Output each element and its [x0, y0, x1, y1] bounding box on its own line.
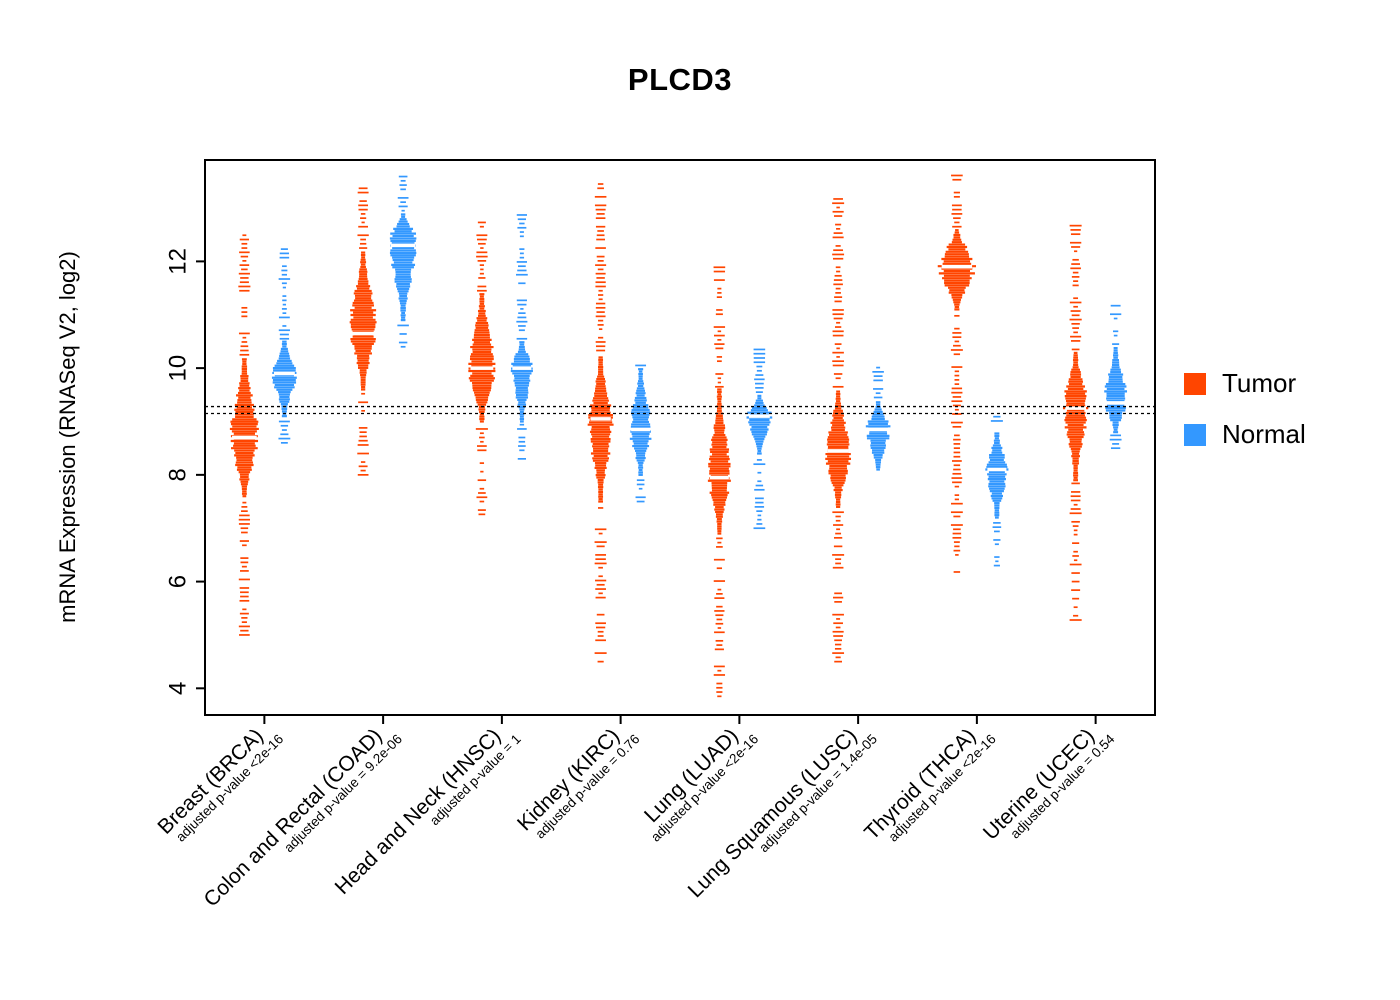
y-tick-label: 8: [164, 468, 191, 481]
violin-tumor-0: [229, 234, 259, 636]
violin-tumor-3: [587, 183, 614, 663]
violin-tumor-4: [707, 266, 731, 698]
violin-tumor-6: [937, 174, 977, 573]
violin-normal-5: [865, 366, 891, 471]
x-category-label-6: Thyroid (THCA)adjusted p-value <2e-16: [860, 724, 999, 844]
violin-normal-4: [746, 348, 773, 530]
category-name: Kidney (KIRC): [513, 724, 624, 835]
violin-tumor-7: [1062, 224, 1089, 621]
chart-title: PLCD3: [627, 62, 733, 97]
category-pvalue: adjusted p-value = 1.4e-05: [756, 731, 880, 855]
violin-tumor-1: [349, 187, 377, 476]
violin-tumor-2: [468, 221, 496, 516]
legend: Tumor Normal: [1184, 368, 1306, 450]
legend-item-normal: Normal: [1184, 419, 1306, 450]
x-category-label-7: Uterine (UCEC)adjusted p-value = 0.54: [979, 724, 1118, 844]
violin-normal-3: [629, 364, 652, 503]
y-tick-label: 6: [164, 575, 191, 588]
violins-layer: [229, 174, 1128, 698]
reference-lines: [205, 405, 1155, 415]
violin-normal-6: [985, 415, 1009, 567]
y-tick-label: 12: [164, 248, 191, 275]
normal-color-swatch: [1184, 423, 1206, 446]
tumor-legend-label: Tumor: [1222, 368, 1297, 398]
y-axis: 4 6 8 10 12: [164, 248, 205, 695]
y-tick-label: 4: [164, 682, 191, 695]
y-tick-label: 10: [164, 355, 191, 382]
violin-tumor-5: [825, 198, 852, 663]
violin-normal-0: [271, 248, 297, 444]
violin-normal-7: [1104, 304, 1128, 450]
x-category-label-4: Lung (LUAD)adjusted p-value <2e-16: [640, 724, 761, 844]
category-name: Breast (BRCA): [153, 724, 267, 838]
x-category-label-3: Kidney (KIRC)adjusted p-value = 0.76: [513, 724, 643, 841]
violin-normal-2: [510, 214, 533, 460]
normal-legend-label: Normal: [1222, 419, 1306, 449]
violin-normal-1: [389, 175, 417, 348]
x-axis: Breast (BRCA)adjusted p-value <2e-16Colo…: [153, 715, 1118, 911]
legend-item-tumor: Tumor: [1184, 368, 1306, 399]
plot-border: [204, 159, 1156, 716]
tumor-color-swatch: [1184, 372, 1206, 395]
